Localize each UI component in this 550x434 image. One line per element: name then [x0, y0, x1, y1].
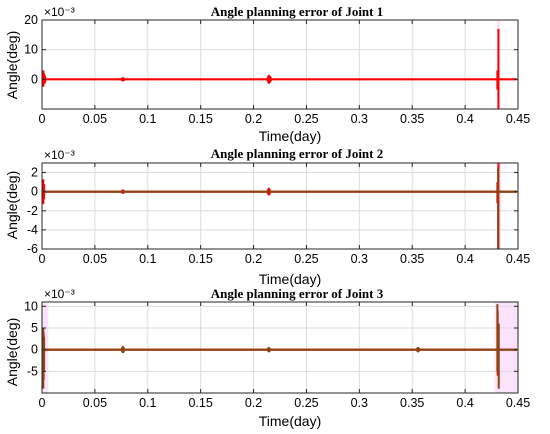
plot-area: 0 0.05 0.1 0.15 0.2 0.25 0.3 0.35 0.4 0.45 0 10 20 — [24, 13, 530, 126]
x-tick-label: 0.1 — [139, 252, 156, 266]
shaded-region — [494, 302, 518, 393]
y-tick-label: 0 — [31, 72, 38, 86]
y-tick-label: -5 — [27, 364, 38, 378]
x-tick-label: 0.2 — [245, 112, 262, 126]
y-tick-label: -2 — [27, 204, 38, 218]
y-axis-label: Angle(deg) — [4, 318, 20, 387]
y-axis-label: Angle(deg) — [4, 171, 20, 240]
series-blob — [120, 346, 126, 354]
x-tick-label: 0.15 — [188, 112, 212, 126]
y-tick-label: 0 — [31, 185, 38, 199]
x-tick-label: 0.15 — [188, 396, 212, 410]
x-tick-label: 0.25 — [294, 396, 318, 410]
y-tick-label: 0 — [31, 343, 38, 357]
x-tick-label: 0.3 — [351, 112, 368, 126]
plot-background — [42, 302, 518, 393]
chart-title: Angle planning error of Joint 3 — [211, 286, 384, 301]
x-tick-label: 0.05 — [83, 396, 107, 410]
x-tick-label: 0.35 — [400, 112, 424, 126]
plot-background — [42, 163, 518, 249]
y-tick-label: -4 — [27, 223, 38, 237]
y-tick-label: 5 — [31, 321, 38, 335]
x-tick-label: 0.05 — [83, 112, 107, 126]
y-tick-label: 10 — [24, 299, 38, 313]
axes-frame — [41, 301, 519, 394]
x-tick-label: 0.45 — [506, 112, 530, 126]
y-tick-label: 10 — [24, 43, 38, 57]
joint-2-chart: Angle planning error of Joint 2 ×10⁻³ An… — [4, 146, 530, 287]
joint-1-chart: Angle planning error of Joint 1 ×10⁻³ An… — [4, 4, 530, 144]
x-tick-label: 0 — [39, 252, 46, 266]
x-axis-label: Time(day) — [259, 271, 322, 287]
plot-background — [42, 20, 518, 109]
plot-area: 0 0.05 0.1 0.15 0.2 0.25 0.3 0.35 0.4 0.45 -6 -4 -2 0… — [27, 162, 530, 266]
y-exponent-label: ×10⁻³ — [44, 5, 75, 19]
x-tick-label: 0.4 — [456, 252, 473, 266]
x-tick-label: 0.2 — [245, 396, 262, 410]
x-tick-label: 0.35 — [400, 252, 424, 266]
x-tick-label: 0.1 — [139, 112, 156, 126]
x-tick-label: 0.3 — [351, 396, 368, 410]
x-tick-label: 0.1 — [139, 396, 156, 410]
y-tick-label: -6 — [27, 242, 38, 256]
series-blob — [267, 76, 273, 83]
joint-3-chart: Angle planning error of Joint 3 ×10⁻³ An… — [4, 286, 530, 429]
axes-frame — [41, 162, 519, 250]
y-exponent-label: ×10⁻³ — [44, 287, 75, 301]
series-blob — [415, 347, 421, 353]
x-tick-label: 0.3 — [351, 252, 368, 266]
y-exponent-label: ×10⁻³ — [44, 148, 75, 162]
y-tick-label: 2 — [31, 166, 38, 180]
x-tick-label: 0.4 — [456, 396, 473, 410]
x-axis-label: Time(day) — [259, 128, 322, 144]
x-tick-label: 0.25 — [294, 252, 318, 266]
x-tick-label: 0.45 — [506, 252, 530, 266]
plot-area: 0 0.05 0.1 0.15 0.2 0.25 0.3 0.35 0.4 0.45 -5 0 5 10 — [24, 299, 530, 410]
chart-title: Angle planning error of Joint 2 — [211, 146, 384, 161]
x-tick-label: 0.2 — [245, 252, 262, 266]
x-tick-label: 0.4 — [456, 112, 473, 126]
x-tick-label: 0 — [39, 112, 46, 126]
shaded-region — [42, 302, 49, 393]
chart-title: Angle planning error of Joint 1 — [211, 4, 384, 19]
x-tick-label: 0.05 — [83, 252, 107, 266]
x-axis-label: Time(day) — [259, 413, 322, 429]
axes-frame — [41, 19, 519, 110]
series-blob — [266, 347, 272, 353]
x-tick-label: 0.45 — [506, 396, 530, 410]
y-axis-label: Angle(deg) — [4, 31, 20, 100]
y-tick-label: 20 — [24, 13, 38, 27]
x-tick-label: 0 — [39, 396, 46, 410]
x-tick-label: 0.35 — [400, 396, 424, 410]
x-tick-label: 0.15 — [188, 252, 212, 266]
series-blob — [120, 77, 126, 82]
x-tick-label: 0.25 — [294, 112, 318, 126]
